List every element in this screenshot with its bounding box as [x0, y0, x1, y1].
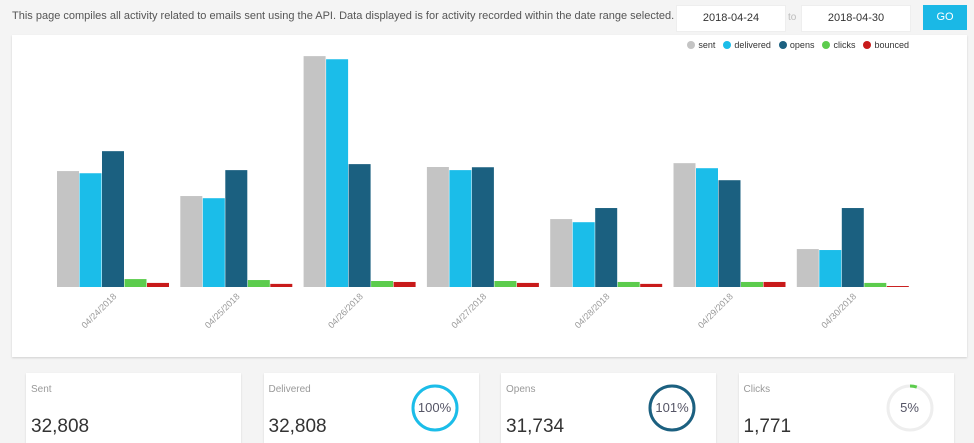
progress-ring: [411, 384, 458, 432]
bar-delivered-0[interactable]: [79, 173, 102, 287]
legend-dot-icon: [687, 41, 696, 49]
x-tick-label: 04/28/2018: [573, 291, 612, 330]
legend-label: bounced: [874, 40, 909, 50]
bar-bounced-3[interactable]: [516, 282, 539, 287]
x-tick-label: 04/27/2018: [449, 291, 488, 330]
date-from-input[interactable]: 2018-04-24: [676, 5, 786, 32]
stat-label: Delivered: [268, 384, 311, 395]
bar-opens-1[interactable]: [225, 170, 248, 287]
legend-item-bounced[interactable]: bounced: [863, 40, 909, 50]
stat-card-opens: Opens 31,734 101%: [501, 373, 716, 443]
chart-legend: sent delivered opens clicks bounced: [687, 40, 909, 50]
legend-label: opens: [789, 40, 815, 50]
bar-chart-svg: 04/24/2018 04/25/2018 04/26/2018 04/27/2018…: [57, 56, 909, 330]
progress-ring: [886, 384, 933, 432]
bar-opens-3[interactable]: [471, 167, 494, 287]
bar-delivered-5[interactable]: [696, 168, 718, 287]
legend-item-delivered[interactable]: delivered: [723, 40, 771, 50]
stat-label: Clicks: [743, 384, 771, 395]
stat-value: 32,808: [31, 416, 90, 437]
stat-card-delivered: Delivered 32,808 100%: [263, 373, 479, 443]
bar-sent-5[interactable]: [673, 163, 696, 287]
stat-percent: 100%: [417, 400, 452, 415]
bar-opens-2[interactable]: [348, 164, 371, 287]
bar-delivered-3[interactable]: [449, 170, 472, 287]
legend-label: delivered: [734, 40, 771, 50]
activity-chart: sent delivered opens clicks bounced 04/24/20…: [12, 35, 967, 357]
page-description: This page compiles all activity related …: [12, 10, 675, 22]
progress-ring: [648, 384, 696, 432]
bar-delivered-4[interactable]: [572, 222, 595, 287]
legend-dot-icon: [822, 41, 831, 49]
bar-bounced-5[interactable]: [763, 281, 786, 287]
x-tick-label: 04/24/2018: [79, 291, 118, 330]
stat-card-sent: Sent 32,808: [26, 373, 241, 443]
bar-clicks-4[interactable]: [617, 281, 640, 287]
bar-delivered-6[interactable]: [819, 250, 842, 287]
to-label: to: [788, 12, 797, 23]
bar-clicks-1[interactable]: [247, 280, 270, 287]
bar-clicks-0[interactable]: [124, 279, 147, 287]
legend-label: clicks: [833, 40, 856, 50]
stat-value: 32,808: [268, 416, 327, 437]
legend-dot-icon: [863, 41, 872, 49]
bar-opens-5[interactable]: [718, 180, 741, 287]
x-tick-label: 04/29/2018: [696, 291, 735, 330]
bar-clicks-3[interactable]: [494, 281, 517, 287]
bar-clicks-2[interactable]: [371, 281, 394, 287]
stat-value: 1,771: [743, 416, 792, 437]
bar-bounced-0[interactable]: [147, 282, 169, 287]
bar-bounced-2[interactable]: [393, 281, 416, 287]
x-tick-label: 04/26/2018: [326, 291, 365, 330]
legend-item-opens[interactable]: opens: [778, 40, 815, 50]
bar-opens-4[interactable]: [595, 208, 618, 287]
bar-clicks-6[interactable]: [864, 282, 887, 287]
bar-sent-3[interactable]: [426, 167, 449, 287]
legend-dot-icon: [778, 41, 787, 49]
stat-percent: 5%: [900, 400, 919, 415]
bar-sent-0[interactable]: [57, 171, 79, 287]
bar-sent-1[interactable]: [180, 196, 203, 287]
bar-bounced-6[interactable]: [886, 286, 909, 287]
bar-delivered-1[interactable]: [202, 198, 225, 287]
bar-sent-6[interactable]: [796, 249, 819, 287]
bar-bounced-1[interactable]: [270, 283, 293, 287]
date-to-input[interactable]: 2018-04-30: [801, 5, 911, 32]
legend-item-clicks[interactable]: clicks: [822, 40, 855, 50]
x-tick-label: 04/30/2018: [819, 291, 858, 330]
go-button[interactable]: GO: [923, 5, 967, 30]
legend-label: sent: [698, 40, 716, 50]
stat-label: Sent: [31, 384, 52, 395]
bar-sent-2[interactable]: [303, 56, 326, 288]
legend-item-sent[interactable]: sent: [687, 40, 715, 50]
bar-opens-0[interactable]: [102, 151, 124, 287]
legend-dot-icon: [723, 41, 732, 49]
x-tick-label: 04/25/2018: [203, 291, 242, 330]
stat-label: Opens: [506, 384, 536, 395]
stat-card-clicks: Clicks 1,771 5%: [738, 373, 954, 443]
stat-value: 31,734: [506, 416, 565, 437]
bar-opens-6[interactable]: [841, 208, 864, 287]
bar-bounced-4[interactable]: [640, 283, 663, 287]
bar-clicks-5[interactable]: [741, 281, 763, 287]
bar-delivered-2[interactable]: [326, 59, 349, 288]
bar-sent-4[interactable]: [550, 219, 573, 287]
stat-percent: 101%: [655, 400, 689, 415]
